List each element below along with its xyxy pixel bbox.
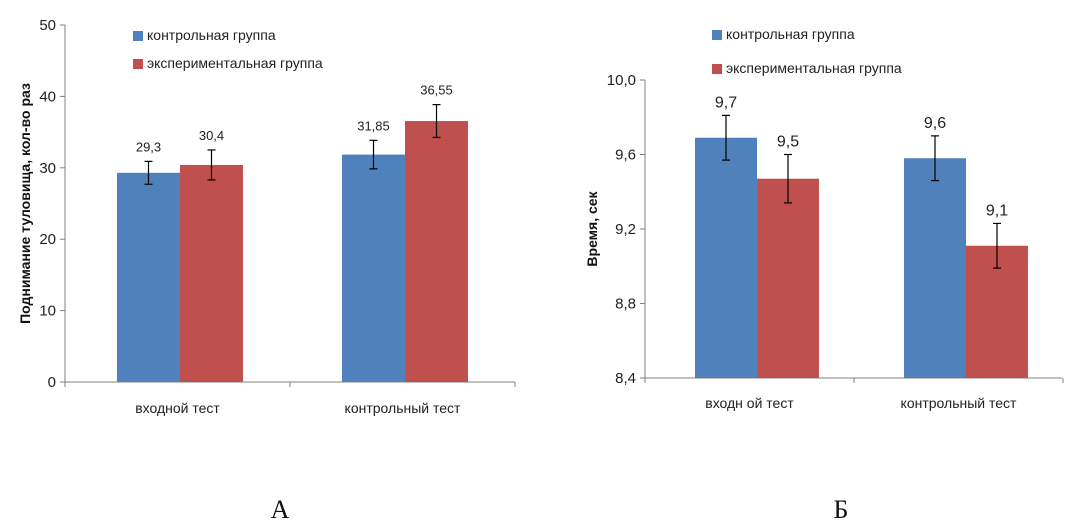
data-label: 9,5 bbox=[777, 134, 799, 151]
legend-swatch-experimental bbox=[712, 64, 722, 74]
y-axis-title: Поднимание туловища, кол-во раз bbox=[17, 83, 33, 324]
x-category-label: контрольный тест bbox=[345, 400, 461, 416]
bar-experimental bbox=[180, 164, 243, 382]
chart-a: 0 10 20 30 40 50 входной тест контрольный тест 2… bbox=[17, 17, 516, 522]
legend-label: экспериментальная группа bbox=[726, 60, 902, 76]
y-tick-label: 8,8 bbox=[615, 296, 636, 313]
data-label: 30,4 bbox=[199, 128, 224, 143]
y-tick-label: 10,0 bbox=[607, 72, 636, 89]
y-tick-label: 9,2 bbox=[615, 221, 636, 238]
data-label: 9,7 bbox=[715, 94, 737, 111]
y-tick-label: 50 bbox=[39, 17, 56, 34]
y-tick-label: 10 bbox=[39, 303, 56, 320]
y-tick-label: 0 bbox=[48, 374, 56, 391]
bar-control bbox=[695, 137, 757, 378]
x-category-label: входн ой тест bbox=[705, 395, 794, 411]
data-label: 31,85 bbox=[357, 118, 390, 133]
data-label: 29,3 bbox=[136, 139, 161, 154]
bar-control bbox=[904, 158, 966, 378]
legend-swatch-control bbox=[133, 31, 143, 41]
data-label: 9,6 bbox=[924, 115, 946, 132]
bar-control bbox=[117, 172, 180, 382]
y-tick-label: 9,6 bbox=[615, 147, 636, 164]
legend-swatch-experimental bbox=[133, 59, 143, 69]
legend-label: контрольная группа bbox=[147, 27, 276, 43]
bar-experimental bbox=[757, 178, 819, 378]
bar-experimental bbox=[405, 121, 468, 383]
x-category-label: входной тест bbox=[135, 400, 220, 416]
x-category-label: контрольный тест bbox=[901, 395, 1017, 411]
chart-b: 8,4 8,8 9,2 9,6 10,0 входн ой тест контрольный… bbox=[584, 26, 1064, 522]
panel-label: А bbox=[271, 495, 290, 522]
y-tick-label: 20 bbox=[39, 231, 56, 248]
y-tick-label: 8,4 bbox=[615, 370, 636, 387]
legend-label: контрольная группа bbox=[726, 26, 855, 42]
data-label: 36,55 bbox=[420, 83, 453, 98]
y-tick-label: 40 bbox=[39, 88, 56, 105]
legend-swatch-control bbox=[712, 30, 722, 40]
legend-label: экспериментальная группа bbox=[147, 55, 323, 71]
bar-control bbox=[342, 154, 405, 382]
y-axis-title: Время, сек bbox=[584, 190, 600, 266]
panel-label: Б bbox=[834, 495, 849, 522]
data-label: 9,1 bbox=[986, 202, 1008, 219]
y-tick-label: 30 bbox=[39, 160, 56, 177]
